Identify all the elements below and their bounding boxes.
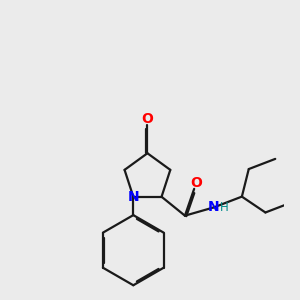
Text: O: O: [190, 176, 202, 190]
Text: H: H: [220, 201, 229, 214]
Text: O: O: [142, 112, 153, 126]
Text: N: N: [208, 200, 220, 214]
Text: N: N: [128, 190, 139, 204]
